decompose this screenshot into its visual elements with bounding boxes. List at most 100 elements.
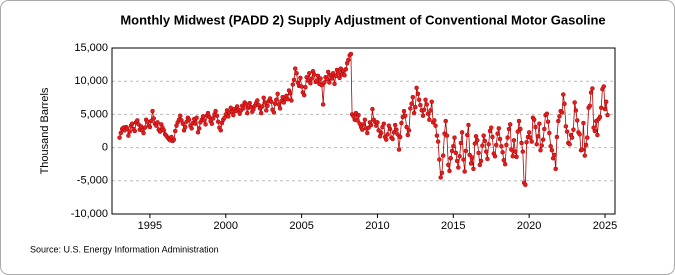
y-tick-label: 10,000 <box>74 75 108 87</box>
point <box>226 114 231 119</box>
y-tick-label: 5,000 <box>80 108 108 120</box>
point <box>333 73 338 79</box>
point <box>406 128 412 133</box>
point <box>287 90 293 96</box>
point <box>271 110 277 115</box>
point <box>563 124 569 129</box>
point <box>446 162 451 168</box>
point <box>180 121 186 126</box>
point <box>581 120 586 126</box>
point <box>413 104 418 110</box>
point <box>471 166 476 172</box>
point <box>552 152 557 158</box>
point <box>480 143 485 148</box>
point <box>584 135 590 140</box>
point <box>433 123 438 128</box>
point <box>401 108 407 114</box>
point <box>538 148 543 153</box>
point <box>424 102 430 107</box>
point <box>231 112 236 118</box>
point <box>299 84 304 89</box>
point <box>370 106 375 112</box>
point <box>510 153 516 159</box>
point <box>314 78 320 83</box>
point <box>378 130 384 136</box>
point <box>472 141 478 146</box>
point <box>588 90 594 95</box>
point <box>497 136 503 142</box>
point <box>425 111 431 116</box>
point <box>355 118 360 123</box>
point <box>150 108 155 114</box>
point <box>274 97 279 103</box>
point <box>435 139 441 144</box>
point <box>458 140 464 146</box>
point <box>461 157 466 162</box>
point <box>495 131 500 136</box>
point <box>132 128 138 134</box>
point <box>456 165 461 170</box>
point <box>533 124 538 130</box>
point <box>571 127 576 132</box>
point <box>365 130 370 136</box>
point <box>488 125 494 130</box>
point <box>535 134 541 139</box>
point <box>493 142 499 148</box>
point <box>207 114 212 120</box>
point <box>590 86 595 91</box>
point <box>118 130 124 136</box>
point <box>500 149 505 155</box>
point <box>603 99 609 105</box>
y-tick-label: 0 <box>102 142 108 154</box>
point <box>502 161 508 167</box>
point <box>203 122 208 127</box>
point <box>402 113 408 118</box>
point <box>473 134 479 139</box>
point <box>470 155 475 160</box>
point <box>545 119 551 124</box>
point <box>327 80 332 85</box>
point <box>361 122 366 127</box>
point <box>145 119 150 124</box>
point <box>395 132 400 137</box>
point <box>602 106 608 112</box>
point <box>595 132 600 138</box>
point <box>569 135 575 140</box>
point <box>348 51 354 57</box>
point <box>255 98 260 103</box>
point <box>512 149 518 154</box>
point <box>260 104 265 109</box>
point <box>598 105 604 111</box>
point <box>228 105 234 111</box>
point <box>434 133 440 138</box>
point <box>485 156 490 162</box>
point <box>360 127 365 132</box>
point <box>390 136 395 142</box>
point <box>559 110 565 115</box>
point <box>561 92 566 97</box>
point <box>490 134 495 140</box>
point <box>486 142 491 147</box>
point <box>209 121 215 126</box>
point <box>447 168 452 174</box>
point <box>126 133 131 138</box>
point <box>418 102 423 108</box>
point <box>492 153 498 159</box>
point <box>171 137 177 142</box>
point <box>261 95 266 101</box>
point <box>368 122 374 128</box>
point <box>515 129 521 134</box>
point <box>397 134 403 140</box>
point <box>214 113 220 118</box>
point <box>468 161 474 166</box>
point <box>385 132 390 137</box>
point <box>507 122 513 127</box>
point <box>155 120 160 125</box>
point <box>504 142 509 148</box>
point <box>301 92 307 98</box>
point <box>540 137 546 142</box>
point <box>547 130 552 136</box>
point <box>157 129 163 134</box>
point <box>444 133 450 138</box>
point <box>582 153 588 158</box>
